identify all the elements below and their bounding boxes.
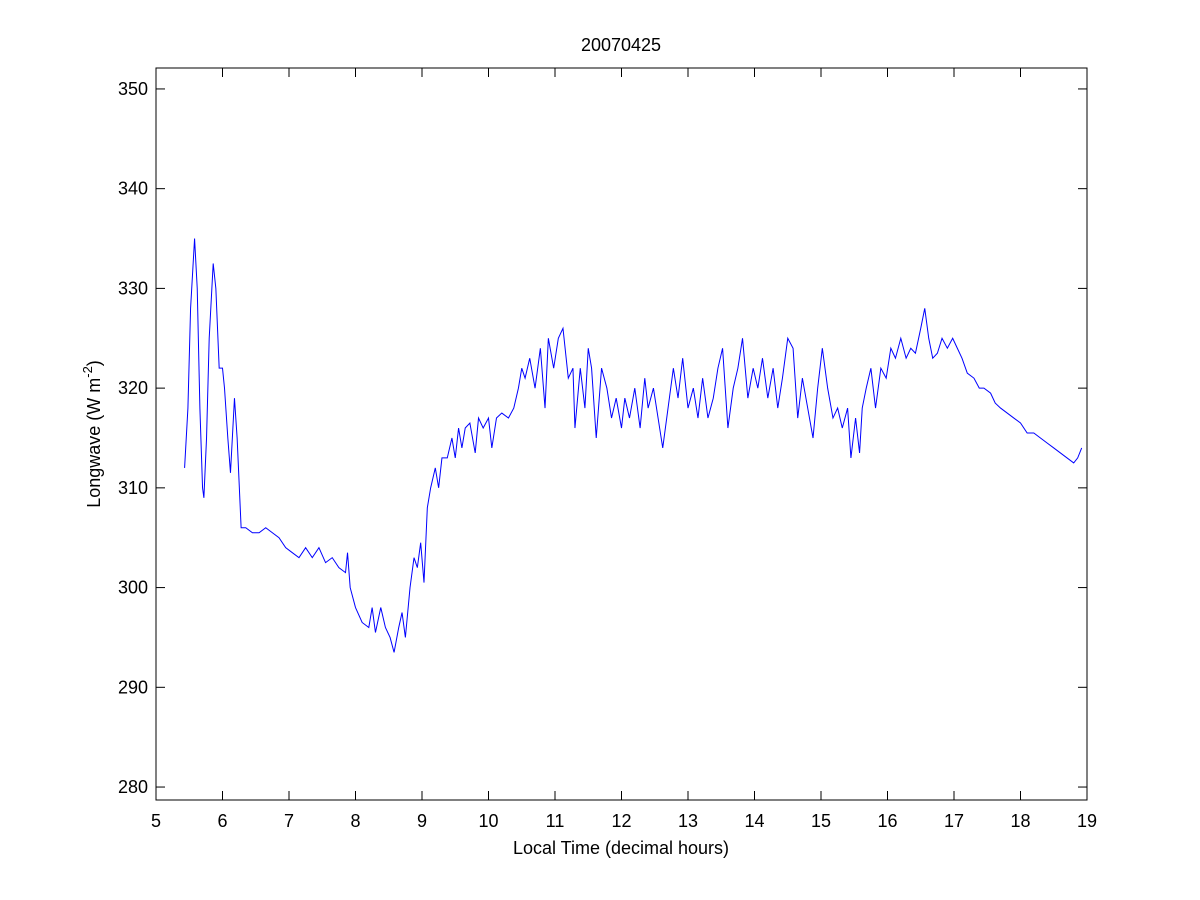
x-tick-label: 15: [811, 811, 831, 831]
x-tick-label: 10: [478, 811, 498, 831]
y-tick-label: 350: [118, 79, 148, 99]
y-tick-label: 330: [118, 278, 148, 298]
x-tick-label: 9: [417, 811, 427, 831]
x-tick-label: 11: [546, 811, 565, 831]
x-tick-label: 18: [1010, 811, 1030, 831]
y-tick-label: 290: [118, 677, 148, 697]
y-label-exponent: -2: [80, 366, 95, 378]
y-tick-label: 310: [118, 478, 148, 498]
x-tick-label: 14: [744, 811, 764, 831]
y-label-text: Longwave (W m: [84, 378, 104, 508]
y-tick-label: 320: [118, 378, 148, 398]
x-tick-label: 8: [350, 811, 360, 831]
y-tick-label: 280: [118, 777, 148, 797]
y-tick-label: 340: [118, 179, 148, 199]
x-tick-label: 12: [611, 811, 631, 831]
y-label-suffix: ): [84, 360, 104, 366]
x-tick-label: 13: [678, 811, 698, 831]
chart-title: 20070425: [581, 35, 661, 55]
x-axis-label: Local Time (decimal hours): [513, 838, 729, 858]
x-tick-label: 17: [944, 811, 964, 831]
data-line: [184, 238, 1083, 653]
y-tick-label: 300: [118, 578, 148, 598]
x-tick-label: 6: [217, 811, 227, 831]
y-axis-label: Longwave (W m-2): [80, 360, 104, 508]
x-tick-label: 7: [284, 811, 294, 831]
x-tick-label: 16: [877, 811, 897, 831]
x-tick-label: 19: [1077, 811, 1097, 831]
x-tick-label: 5: [151, 811, 161, 831]
